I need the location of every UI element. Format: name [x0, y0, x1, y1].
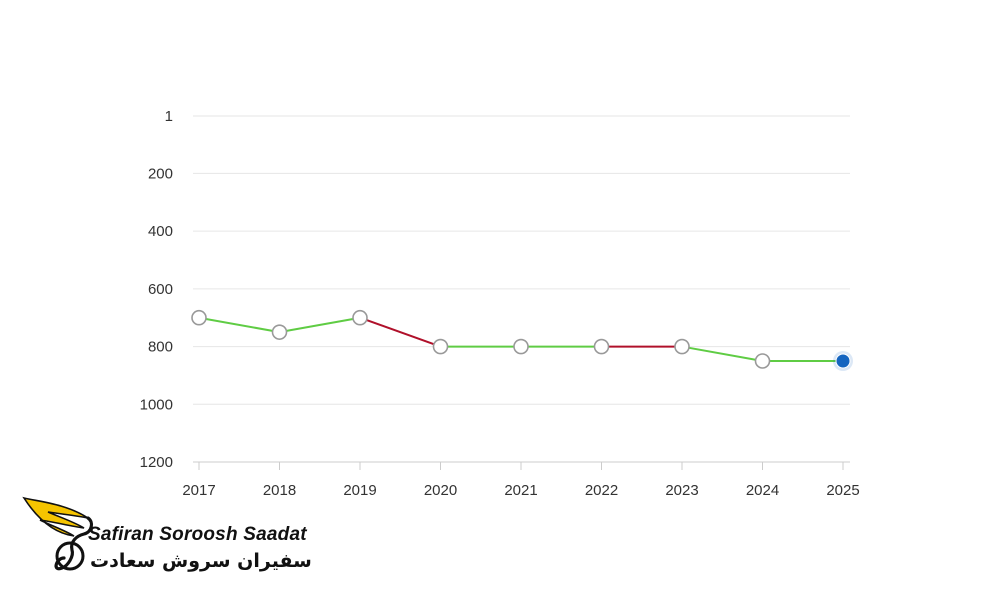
phoenix-logo-icon	[22, 496, 94, 571]
series-line	[198, 316, 843, 362]
company-logo: Safiran Soroosh Saadat سفیران سروش سعادت	[22, 494, 312, 578]
data-point[interactable]	[432, 338, 449, 355]
data-point[interactable]	[674, 338, 690, 355]
x-tick-label: 2021	[504, 482, 537, 499]
data-point[interactable]	[513, 338, 529, 355]
y-tick-label: 1	[165, 108, 173, 125]
series-segment	[279, 316, 361, 334]
x-tick-label: 2022	[585, 482, 618, 499]
x-tick-label: 2018	[263, 482, 296, 499]
data-point[interactable]	[191, 309, 207, 326]
data-point[interactable]	[271, 324, 288, 340]
grid-layer	[193, 115, 850, 463]
data-point[interactable]	[352, 309, 368, 326]
series-points	[191, 309, 853, 371]
y-tick-label: 800	[148, 339, 173, 356]
logo-name-english: Safiran Soroosh Saadat	[88, 524, 307, 545]
series-segment	[681, 345, 763, 362]
current-data-point[interactable]	[835, 353, 851, 369]
x-tick-label: 2019	[343, 482, 376, 499]
series-segment	[198, 316, 280, 334]
series-segment	[359, 316, 441, 348]
x-tick-label: 2025	[826, 482, 859, 499]
y-tick-label: 1200	[140, 454, 173, 471]
x-axis-ticks: 2017 2018 2019 2020 2021 2022 2023 2024 2025	[182, 462, 860, 499]
data-point[interactable]	[593, 338, 610, 355]
logo-name-persian: سفیران سروش سعادت	[90, 550, 312, 572]
y-tick-label: 1000	[140, 396, 173, 413]
y-tick-label: 600	[148, 281, 173, 298]
x-tick-label: 2017	[182, 482, 215, 499]
y-tick-label: 400	[148, 223, 173, 240]
y-tick-label: 200	[148, 165, 173, 182]
x-tick-label: 2024	[746, 482, 779, 499]
data-point[interactable]	[754, 353, 771, 369]
x-tick-label: 2020	[424, 482, 457, 499]
x-tick-label: 2023	[665, 482, 698, 499]
